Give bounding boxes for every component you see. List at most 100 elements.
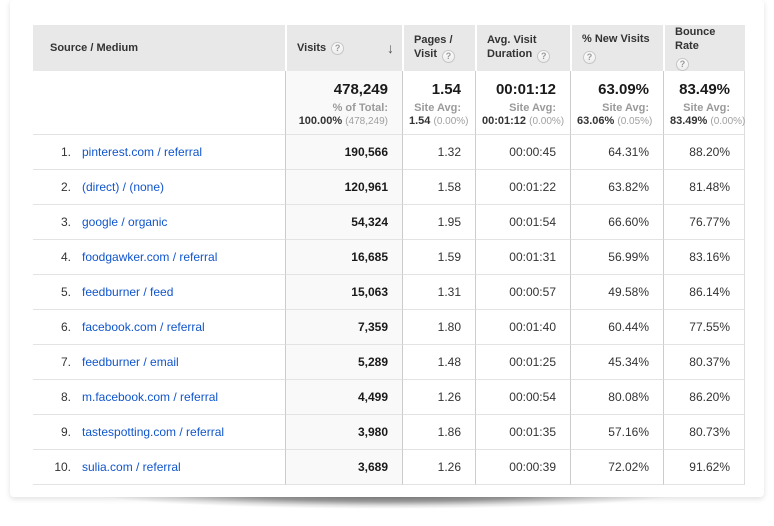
bounce-rate-cell: 80.73%	[663, 415, 745, 450]
column-header-avg-visit-duration[interactable]: Avg. Visit Duration?	[475, 25, 570, 71]
avg-visit-duration-cell: 00:00:54	[475, 380, 570, 415]
avg-visit-duration-cell: 00:01:25	[475, 345, 570, 380]
pages-per-visit-cell: 1.86	[402, 415, 475, 450]
totals-visits: 478,249 % of Total: 100.00% (478,249)	[285, 71, 402, 135]
new-visits-cell: 72.02%	[570, 450, 663, 485]
visits-cell: 16,685	[285, 240, 402, 275]
source-medium-link[interactable]: sulia.com / referral	[82, 460, 181, 474]
avg-visit-duration-cell: 00:01:54	[475, 205, 570, 240]
source-medium-cell: 1. pinterest.com / referral	[33, 135, 285, 170]
bounce-rate-cell: 88.20%	[663, 135, 745, 170]
new-visits-cell: 57.16%	[570, 415, 663, 450]
column-label: Avg. Visit Duration	[487, 34, 537, 60]
column-header-new-visits[interactable]: % New Visits ?	[570, 25, 663, 71]
column-header-source-medium[interactable]: Source / Medium	[33, 25, 285, 71]
pages-per-visit-cell: 1.32	[402, 135, 475, 170]
source-medium-cell: 6. facebook.com / referral	[33, 310, 285, 345]
source-medium-link[interactable]: pinterest.com / referral	[82, 145, 203, 159]
pages-per-visit-cell: 1.80	[402, 310, 475, 345]
visits-cell: 5,289	[285, 345, 402, 380]
totals-new-visits: 63.09% Site Avg: 63.06% (0.05%)	[570, 71, 663, 135]
row-rank: 2.	[60, 180, 71, 194]
row-rank: 4.	[60, 250, 71, 264]
source-medium-link[interactable]: tastespotting.com / referral	[82, 425, 225, 439]
help-icon[interactable]: ?	[331, 41, 345, 55]
visits-cell: 54,324	[285, 205, 402, 240]
help-icon[interactable]: ?	[676, 58, 689, 71]
source-medium-link[interactable]: facebook.com / referral	[82, 320, 205, 334]
help-icon[interactable]: ?	[442, 50, 456, 63]
table-row: 7. feedburner / email 5,289 1.48 00:01:25…	[33, 345, 745, 380]
table-row: 5. feedburner / feed 15,063 1.31 00:00:57…	[33, 275, 745, 310]
column-label: % New Visits	[582, 33, 650, 45]
totals-empty-cell	[33, 71, 285, 135]
table-row: 2. (direct) / (none) 120,961 1.58 00:01:2…	[33, 170, 745, 205]
totals-avg-visit-duration: 00:01:12 Site Avg: 00:01:12 (0.00%)	[475, 71, 570, 135]
pages-per-visit-cell: 1.31	[402, 275, 475, 310]
visits-cell: 190,566	[285, 135, 402, 170]
help-icon[interactable]: ?	[537, 50, 551, 63]
row-rank: 3.	[60, 215, 71, 229]
column-label: Pages / Visit	[414, 34, 453, 60]
totals-row: 478,249 % of Total: 100.00% (478,249) 1.…	[33, 71, 745, 135]
avg-visit-duration-cell: 00:00:45	[475, 135, 570, 170]
source-medium-cell: 4. foodgawker.com / referral	[33, 240, 285, 275]
table-row: 4. foodgawker.com / referral 16,685 1.59 …	[33, 240, 745, 275]
bounce-rate-cell: 86.20%	[663, 380, 745, 415]
table-body: 478,249 % of Total: 100.00% (478,249) 1.…	[33, 71, 745, 485]
source-medium-link[interactable]: feedburner / feed	[82, 285, 174, 299]
source-medium-cell: 7. feedburner / email	[33, 345, 285, 380]
row-rank: 8.	[60, 390, 71, 404]
column-header-bounce-rate[interactable]: Bounce Rate ?	[663, 25, 745, 71]
table-row: 1. pinterest.com / referral 190,566 1.32 …	[33, 135, 745, 170]
new-visits-cell: 45.34%	[570, 345, 663, 380]
table-row: 8. m.facebook.com / referral 4,499 1.26 0…	[33, 380, 745, 415]
new-visits-cell: 56.99%	[570, 240, 663, 275]
column-header-pages-visit[interactable]: Pages / Visit?	[402, 25, 475, 71]
column-label: Bounce Rate	[675, 26, 716, 52]
row-rank: 6.	[60, 320, 71, 334]
pages-per-visit-cell: 1.58	[402, 170, 475, 205]
source-medium-link[interactable]: m.facebook.com / referral	[82, 390, 219, 404]
total-visits-value: 478,249	[333, 81, 388, 98]
row-rank: 1.	[60, 145, 71, 159]
visits-cell: 120,961	[285, 170, 402, 205]
source-medium-link[interactable]: google / organic	[82, 215, 168, 229]
bounce-rate-cell: 83.16%	[663, 240, 745, 275]
bounce-rate-cell: 86.14%	[663, 275, 745, 310]
bounce-rate-cell: 80.37%	[663, 345, 745, 380]
pages-per-visit-cell: 1.26	[402, 450, 475, 485]
visits-cell: 3,980	[285, 415, 402, 450]
row-rank: 10.	[54, 460, 71, 474]
totals-pages-visit: 1.54 Site Avg: 1.54 (0.00%)	[402, 71, 475, 135]
avg-visit-duration-cell: 00:01:35	[475, 415, 570, 450]
help-icon[interactable]: ?	[583, 51, 596, 64]
source-medium-cell: 9. tastespotting.com / referral	[33, 415, 285, 450]
bounce-rate-cell: 81.48%	[663, 170, 745, 205]
sort-descending-icon[interactable]: ↓	[387, 40, 394, 56]
source-medium-cell: 3. google / organic	[33, 205, 285, 240]
new-visits-cell: 80.08%	[570, 380, 663, 415]
visits-cell: 15,063	[285, 275, 402, 310]
column-header-visits[interactable]: Visits ? ↓	[285, 25, 402, 71]
source-medium-link[interactable]: feedburner / email	[82, 355, 179, 369]
visits-cell: 7,359	[285, 310, 402, 345]
source-medium-cell: 2. (direct) / (none)	[33, 170, 285, 205]
avg-visit-duration-cell: 00:01:40	[475, 310, 570, 345]
row-rank: 7.	[60, 355, 71, 369]
new-visits-cell: 64.31%	[570, 135, 663, 170]
source-medium-link[interactable]: (direct) / (none)	[82, 180, 165, 194]
row-rank: 9.	[60, 425, 71, 439]
source-medium-cell: 10. sulia.com / referral	[33, 450, 285, 485]
bounce-rate-cell: 91.62%	[663, 450, 745, 485]
totals-bounce-rate: 83.49% Site Avg: 83.49% (0.00%)	[663, 71, 745, 135]
bounce-rate-cell: 76.77%	[663, 205, 745, 240]
table-row: 10. sulia.com / referral 3,689 1.26 00:00…	[33, 450, 745, 485]
new-visits-cell: 60.44%	[570, 310, 663, 345]
source-medium-link[interactable]: foodgawker.com / referral	[82, 250, 218, 264]
new-visits-cell: 66.60%	[570, 205, 663, 240]
new-visits-cell: 63.82%	[570, 170, 663, 205]
avg-visit-duration-cell: 00:00:39	[475, 450, 570, 485]
pages-per-visit-cell: 1.26	[402, 380, 475, 415]
